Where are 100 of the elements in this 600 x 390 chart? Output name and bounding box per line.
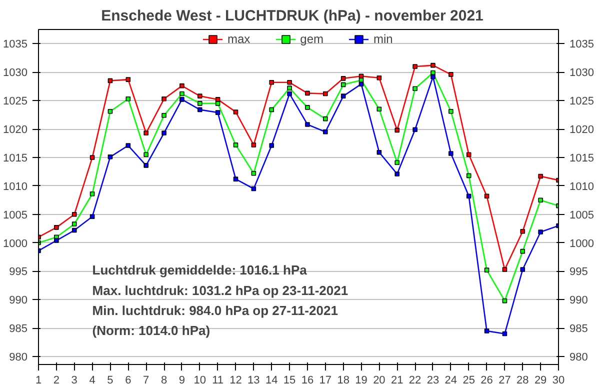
x-tick-label: 16 (301, 374, 314, 386)
point (90, 191, 95, 196)
point (126, 77, 131, 82)
y2-tick-label: 1000 (570, 238, 594, 250)
x-tick-label: 30 (552, 374, 565, 386)
point (394, 128, 400, 133)
x-tick-label: 28 (516, 374, 529, 386)
point (340, 94, 346, 98)
point (215, 110, 220, 115)
point (180, 83, 184, 88)
point (538, 198, 543, 203)
point (448, 109, 454, 114)
point (305, 90, 310, 96)
x-tick-label: 10 (194, 374, 206, 386)
point (305, 122, 310, 127)
point (502, 298, 508, 304)
point (162, 112, 166, 118)
x-tick-label: 9 (178, 374, 186, 386)
point (394, 160, 400, 165)
x-tick-label: 21 (391, 374, 404, 386)
point (340, 82, 346, 88)
point (376, 106, 382, 112)
point (340, 76, 346, 81)
x-tick-label: 1 (35, 374, 42, 386)
point (484, 328, 490, 334)
y2-tick-label: 1010 (570, 180, 594, 193)
point (520, 248, 526, 254)
point (90, 155, 95, 160)
x-tick-label: 22 (408, 374, 422, 386)
point (162, 96, 166, 102)
point (287, 86, 292, 90)
y-tick-label: 1010 (3, 180, 28, 193)
x-tick-label: 20 (373, 374, 386, 386)
annotation: Luchtdruk gemiddelde: 1016.1 hPa (92, 262, 308, 278)
y2-tick-label: 980 (570, 352, 588, 364)
point (520, 267, 526, 272)
point (287, 80, 292, 85)
point (72, 222, 77, 226)
x-tick-label: 23 (426, 374, 440, 386)
point (287, 91, 292, 96)
point (162, 130, 166, 136)
point (233, 142, 238, 148)
point (430, 62, 436, 68)
annotation: (Norm: 1014.0 hPa) (92, 323, 210, 338)
point (197, 101, 202, 106)
y2-tick-label: 990 (570, 294, 588, 307)
y2-tick-label: 1025 (570, 96, 594, 108)
y-tick-label: 1030 (3, 67, 28, 80)
x-tick-label: 7 (143, 374, 150, 386)
legend-label: gem (300, 32, 324, 46)
point (126, 96, 131, 102)
point (376, 75, 382, 80)
point (269, 80, 274, 85)
point (233, 176, 238, 182)
chart-title: Enschede West - LUCHTDRUK (hPa) - november 2021 (101, 8, 484, 24)
point (466, 194, 472, 199)
point (412, 64, 418, 69)
x-tick-label: 13 (248, 374, 260, 386)
point (108, 78, 113, 84)
point (394, 172, 400, 176)
point (484, 268, 490, 272)
x-tick-label: 4 (89, 374, 96, 386)
point (322, 116, 328, 122)
x-tick-label: 27 (498, 374, 511, 386)
point (502, 331, 508, 336)
x-tick-label: 12 (230, 374, 242, 386)
point (54, 238, 59, 243)
point (502, 267, 508, 272)
y-tick-label: 995 (9, 266, 28, 278)
x-tick-label: 14 (265, 374, 278, 386)
x-tick-label: 18 (337, 374, 350, 386)
y2-tick-label: 1030 (570, 67, 594, 80)
y2-tick-label: 985 (570, 323, 588, 336)
point (466, 152, 472, 158)
x-tick-label: 19 (355, 374, 368, 386)
y-tick-label: 1035 (3, 38, 28, 51)
y-tick-label: 1020 (3, 124, 28, 136)
point (412, 127, 418, 132)
y-tick-label: 1025 (3, 96, 28, 108)
point (538, 174, 543, 179)
point (144, 163, 148, 168)
x-tick-label: 11 (212, 374, 224, 386)
point (215, 101, 220, 106)
x-tick-label: 26 (480, 374, 493, 386)
point (90, 214, 95, 220)
point (126, 143, 131, 148)
point (430, 74, 436, 80)
point (305, 105, 310, 110)
point (72, 212, 77, 217)
point (538, 230, 543, 234)
x-tick-label: 24 (444, 374, 458, 386)
point (108, 154, 113, 160)
y-tick-label: 1015 (3, 152, 28, 164)
y2-tick-label: 1035 (570, 38, 594, 51)
x-tick-label: 17 (319, 374, 332, 386)
point (466, 173, 472, 178)
y-tick-label: 1005 (3, 209, 28, 222)
point (144, 152, 148, 158)
point (448, 151, 454, 156)
y-tick-label: 985 (9, 323, 28, 336)
